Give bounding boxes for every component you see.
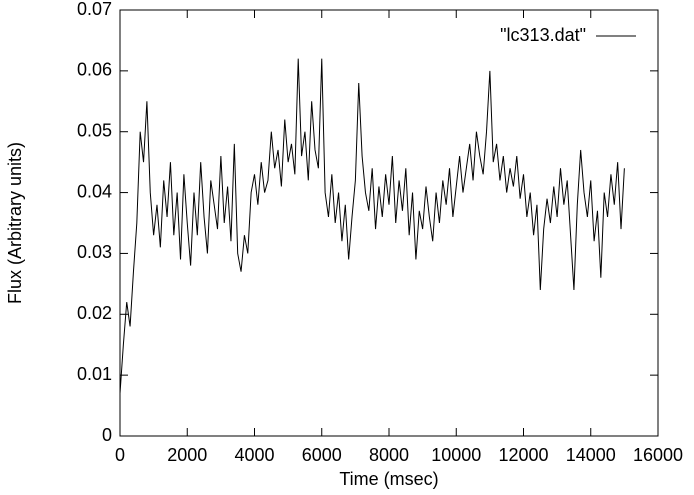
x-tick-label: 8000 bbox=[369, 445, 409, 465]
x-tick-label: 14000 bbox=[566, 445, 616, 465]
x-tick-label: 2000 bbox=[167, 445, 207, 465]
y-tick-label: 0.03 bbox=[77, 242, 112, 262]
plot-frame bbox=[119, 9, 659, 437]
x-tick-label: 4000 bbox=[234, 445, 274, 465]
y-tick-label: 0.06 bbox=[77, 60, 112, 80]
x-tick-label: 6000 bbox=[302, 445, 342, 465]
y-tick-label: 0 bbox=[102, 425, 112, 445]
data-line bbox=[119, 58, 625, 394]
x-axis-label: Time (msec) bbox=[339, 469, 438, 489]
y-tick-label: 0.05 bbox=[77, 120, 112, 140]
x-tick-label: 0 bbox=[115, 445, 125, 465]
y-tick-label: 0.02 bbox=[77, 303, 112, 323]
x-tick-label: 12000 bbox=[498, 445, 548, 465]
y-tick-label: 0.01 bbox=[77, 364, 112, 384]
y-axis-label: Flux (Arbitrary units) bbox=[5, 142, 25, 304]
legend-label: "lc313.dat" bbox=[500, 25, 586, 45]
x-tick-label: 16000 bbox=[633, 445, 683, 465]
y-tick-label: 0.07 bbox=[77, 0, 112, 19]
y-tick-label: 0.04 bbox=[77, 181, 112, 201]
x-tick-label: 10000 bbox=[431, 445, 481, 465]
